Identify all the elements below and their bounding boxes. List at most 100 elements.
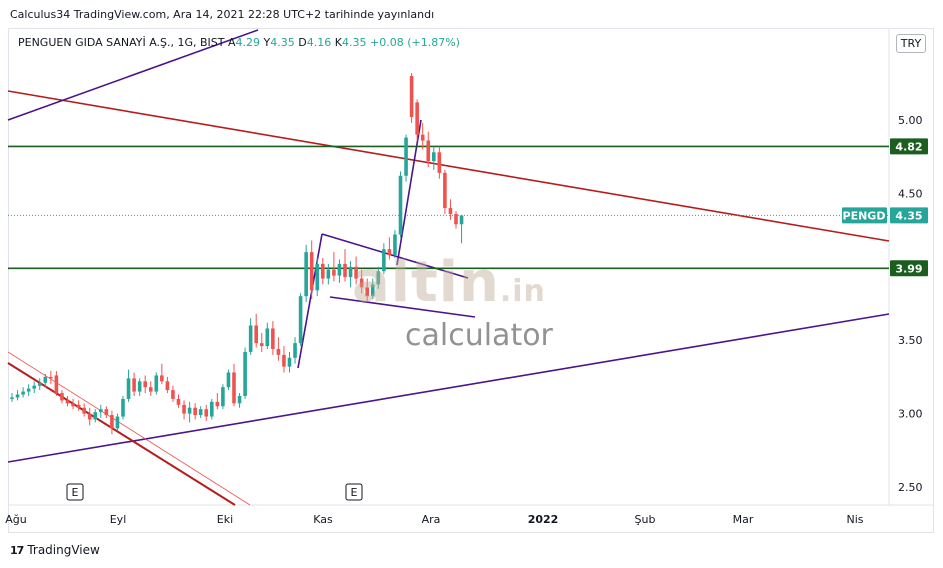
candle-body bbox=[382, 249, 386, 272]
candle-body bbox=[87, 413, 92, 420]
candle bbox=[193, 403, 197, 420]
price-tick-label: 3.00 bbox=[898, 408, 923, 421]
open-label: A bbox=[228, 36, 236, 49]
currency-badge[interactable]: TRY bbox=[896, 34, 926, 53]
candle-body bbox=[321, 263, 325, 279]
trendline-downtrend bbox=[7, 362, 236, 506]
candle bbox=[60, 390, 64, 404]
watermark-brand: altin.in bbox=[352, 250, 546, 315]
watermark-brand-main: altin bbox=[352, 250, 500, 315]
candle bbox=[354, 256, 358, 285]
candle-body bbox=[148, 387, 153, 392]
candle bbox=[126, 369, 131, 402]
candle bbox=[348, 260, 353, 288]
candle bbox=[121, 395, 125, 420]
candle-body bbox=[154, 375, 159, 392]
candle-body bbox=[298, 296, 303, 344]
price-axis: 2.503.003.504.004.505.00 bbox=[898, 114, 923, 494]
candle bbox=[87, 407, 92, 426]
candle-body bbox=[415, 102, 419, 135]
time-tick-label: Şub bbox=[635, 513, 656, 526]
candle bbox=[99, 404, 103, 419]
candle-body bbox=[10, 397, 14, 399]
earnings-marker[interactable]: E bbox=[66, 483, 84, 501]
tradingview-footer[interactable]: 17 TradingView bbox=[10, 543, 100, 557]
candle bbox=[432, 146, 436, 170]
candle bbox=[315, 257, 320, 297]
candle-body bbox=[165, 381, 170, 391]
time-tick-label: Nis bbox=[846, 513, 863, 526]
open-value: 4.29 bbox=[235, 36, 261, 49]
candle bbox=[454, 211, 458, 229]
price-label-text: 3.99 bbox=[895, 262, 922, 275]
candle bbox=[248, 318, 253, 355]
candle-body bbox=[459, 215, 464, 225]
candle bbox=[198, 406, 203, 419]
symbol-description: PENGUEN GIDA SANAYİ A.Ş., 1G, BIST bbox=[18, 36, 225, 49]
candle bbox=[132, 372, 136, 396]
candle-body bbox=[121, 398, 125, 417]
candle-body bbox=[332, 269, 336, 276]
candle-body bbox=[126, 378, 131, 399]
candle-body bbox=[26, 388, 31, 392]
time-tick-label: Ara bbox=[422, 513, 441, 526]
candle bbox=[54, 371, 59, 396]
candle-body bbox=[143, 381, 147, 388]
price-labels-layer: 4.82 3.99 PENGD 4.35 bbox=[842, 138, 928, 277]
flag-lower-line bbox=[329, 296, 476, 318]
price-tick-label: 4.50 bbox=[898, 187, 923, 200]
trendline-downtrend-thin bbox=[7, 351, 251, 506]
candle bbox=[71, 398, 75, 410]
candle bbox=[271, 321, 275, 355]
earnings-marker[interactable]: E bbox=[345, 483, 363, 501]
price-label-text: 4.82 bbox=[895, 140, 922, 153]
candle bbox=[404, 134, 408, 182]
candle-body bbox=[420, 134, 425, 141]
candle bbox=[326, 263, 331, 285]
candle bbox=[15, 390, 20, 401]
low-label: D bbox=[298, 36, 307, 49]
tradingview-logo-icon: 17 bbox=[10, 543, 24, 557]
candle-body bbox=[237, 395, 242, 404]
candle-body bbox=[132, 378, 136, 392]
candle bbox=[343, 249, 347, 282]
watermark-brand-suffix: .in bbox=[499, 274, 546, 309]
candle-body bbox=[76, 404, 81, 408]
candle bbox=[49, 371, 53, 385]
candle-body bbox=[204, 409, 209, 417]
candle bbox=[176, 394, 181, 408]
time-tick-label: 2022 bbox=[528, 513, 559, 526]
close-label: K bbox=[334, 36, 342, 49]
candle bbox=[382, 243, 386, 275]
candle-body bbox=[265, 328, 270, 347]
candle bbox=[237, 393, 242, 408]
candle-body bbox=[376, 271, 381, 285]
candle bbox=[171, 385, 175, 402]
candle bbox=[254, 313, 258, 348]
candle-body bbox=[359, 278, 364, 288]
candle bbox=[298, 293, 303, 347]
time-axis: Ağu Eyl Eki Kas Ara 2022 Şub Mar Nis bbox=[5, 513, 864, 526]
candle bbox=[32, 381, 36, 394]
candle bbox=[26, 384, 31, 396]
candle bbox=[243, 347, 247, 399]
candle bbox=[420, 122, 425, 150]
candle-body bbox=[71, 403, 75, 407]
candle-body bbox=[370, 284, 375, 297]
candle bbox=[65, 395, 70, 407]
candle bbox=[426, 131, 431, 167]
candle-body bbox=[287, 357, 292, 367]
candle bbox=[160, 363, 164, 385]
candle bbox=[43, 373, 48, 388]
drawings-layer bbox=[7, 29, 890, 506]
trendline-resistance bbox=[7, 90, 890, 242]
candle bbox=[137, 378, 142, 396]
candle-body bbox=[276, 349, 281, 355]
close-value: 4.35 bbox=[341, 36, 367, 49]
candle bbox=[204, 404, 209, 421]
candle-body bbox=[293, 343, 297, 358]
candle-body bbox=[243, 351, 247, 396]
candle bbox=[110, 410, 114, 435]
candle bbox=[365, 278, 369, 303]
